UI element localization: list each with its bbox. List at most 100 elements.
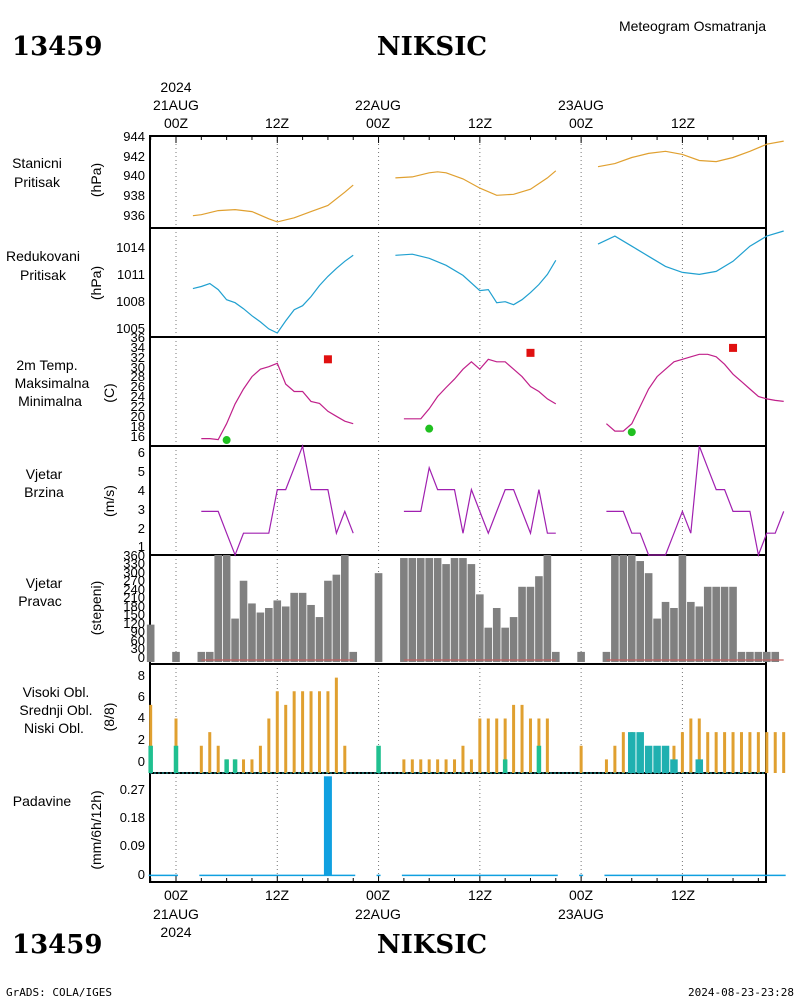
wind-dir-bar	[509, 617, 518, 662]
brzina-tick-1: 1	[138, 539, 145, 554]
wind-dir-bar	[695, 606, 704, 662]
cloud-bar-low	[208, 732, 212, 773]
cloud-bar-low	[520, 704, 524, 773]
label-stanicni-1: Stanicni	[12, 155, 62, 171]
cloud-bar-low	[149, 704, 153, 773]
cloud-bar-low	[503, 718, 507, 773]
redukovani-tick-1005: 1005	[116, 321, 145, 336]
cloud-bar-low	[689, 718, 693, 773]
brzina-line-segment-2	[403, 465, 556, 536]
padavine-tick-0.27: 0.27	[120, 782, 145, 797]
wind-dir-bar	[653, 618, 661, 662]
wind-dir-bar	[298, 592, 307, 662]
wind-dir-bar	[763, 651, 771, 662]
top-day-2: 22AUG	[355, 97, 401, 113]
cloud-bar-low	[199, 745, 203, 773]
label-temp-2: Maksimalna	[15, 375, 90, 391]
wind-dir-bar	[729, 586, 737, 662]
oblaci-tick-0: 0	[138, 754, 145, 769]
bottom-hour-4: 12Z	[468, 887, 493, 903]
wind-dir-bar	[265, 607, 273, 662]
temp-tick-30: 30	[131, 360, 145, 375]
top-year: 2024	[160, 79, 191, 95]
wind-dir-bar	[602, 651, 611, 662]
wind-dir-bar	[450, 558, 459, 662]
stanicni-tick-936: 936	[123, 208, 145, 223]
cloud-bar-low	[334, 677, 338, 773]
pravac-tick-330: 330	[123, 556, 145, 571]
cloud-bar-low	[545, 718, 549, 773]
wind-dir-bar	[146, 624, 155, 662]
panel-frame-2	[149, 227, 767, 338]
wind-dir-bar	[771, 651, 780, 662]
wind-dir-bar	[619, 555, 628, 662]
bottom-day-3: 23AUG	[558, 906, 604, 922]
cloud-bar-low	[621, 732, 625, 773]
wind-dir-bar	[332, 574, 341, 662]
wind-dir-bar	[712, 586, 720, 662]
wind-dir-bar	[231, 618, 239, 662]
top-hour-3: 00Z	[366, 115, 391, 131]
top-hour-1: 00Z	[164, 115, 189, 131]
tmin-marker	[425, 424, 434, 433]
cloud-bar-mid	[376, 745, 381, 773]
wind-dir-bar	[484, 627, 493, 662]
redukovani-line-segment-2	[395, 253, 557, 306]
stanicni-line-segment-3	[597, 140, 784, 168]
brzina-tick-4: 4	[138, 483, 145, 498]
oblaci-tick-6: 6	[138, 689, 145, 704]
padavine-tick-0.18: 0.18	[120, 810, 145, 825]
wind-dir-bar	[552, 651, 560, 662]
wind-dir-bar	[501, 627, 509, 662]
pravac-tick-360: 360	[123, 548, 145, 563]
unit-oblaci: (8/8)	[101, 703, 117, 732]
unit-stanicni: (hPa)	[88, 163, 104, 197]
cloud-bar-low	[427, 759, 431, 773]
cloud-bar-low	[723, 732, 727, 773]
wind-dir-bar	[281, 606, 290, 662]
wind-dir-bar	[526, 586, 535, 662]
cloud-bar-high	[661, 745, 670, 773]
label-redukovani-1: Redukovani	[6, 248, 80, 264]
temp-line-segment-2	[403, 358, 557, 420]
wind-dir-bar	[433, 558, 442, 662]
station-name-bottom: NIKSIC	[377, 930, 487, 960]
cloud-bar-low	[765, 732, 769, 773]
wind-dir-bar	[754, 651, 763, 662]
wind-dir-bar	[636, 561, 644, 662]
wind-dir-bar	[476, 594, 484, 662]
cloud-bar-low	[292, 691, 296, 773]
bottom-hour-2: 12Z	[265, 887, 290, 903]
label-temp-3: Minimalna	[18, 393, 82, 409]
panel-frame-1	[149, 135, 767, 229]
temp-tick-32: 32	[131, 350, 145, 365]
cloud-bar-low	[309, 691, 313, 773]
wind-dir-bar	[467, 564, 476, 662]
wind-dir-bar	[678, 555, 687, 662]
label-oblaci-2: Srednji Obl.	[19, 702, 92, 718]
bottom-hour-6: 12Z	[671, 887, 696, 903]
wind-dir-bar	[720, 586, 729, 662]
cloud-bar-low	[706, 732, 710, 773]
pravac-tick-300: 300	[123, 565, 145, 580]
unit-padavine: (mm/6h/12h)	[88, 790, 104, 869]
cloud-bar-mid	[173, 745, 179, 773]
wind-dir-bar	[492, 607, 501, 662]
tmax-marker	[323, 355, 332, 364]
wind-dir-bar	[374, 573, 383, 662]
wind-dir-bar	[290, 592, 298, 662]
brzina-line-segment-3	[606, 445, 785, 558]
cloud-bar-low	[739, 732, 743, 773]
bottom-hour-1: 00Z	[164, 887, 189, 903]
tmax-marker	[526, 348, 535, 357]
wind-dir-bar	[459, 558, 467, 662]
cloud-bar-mid	[232, 759, 238, 773]
cloud-bar-low	[258, 745, 262, 773]
cloud-bar-low	[444, 759, 448, 773]
wind-dir-bar	[416, 558, 425, 662]
stanicni-tick-944: 944	[123, 129, 145, 144]
brzina-tick-2: 2	[138, 521, 145, 536]
product-title: Meteogram Osmatranja	[619, 18, 766, 34]
pravac-tick-210: 210	[123, 590, 145, 605]
